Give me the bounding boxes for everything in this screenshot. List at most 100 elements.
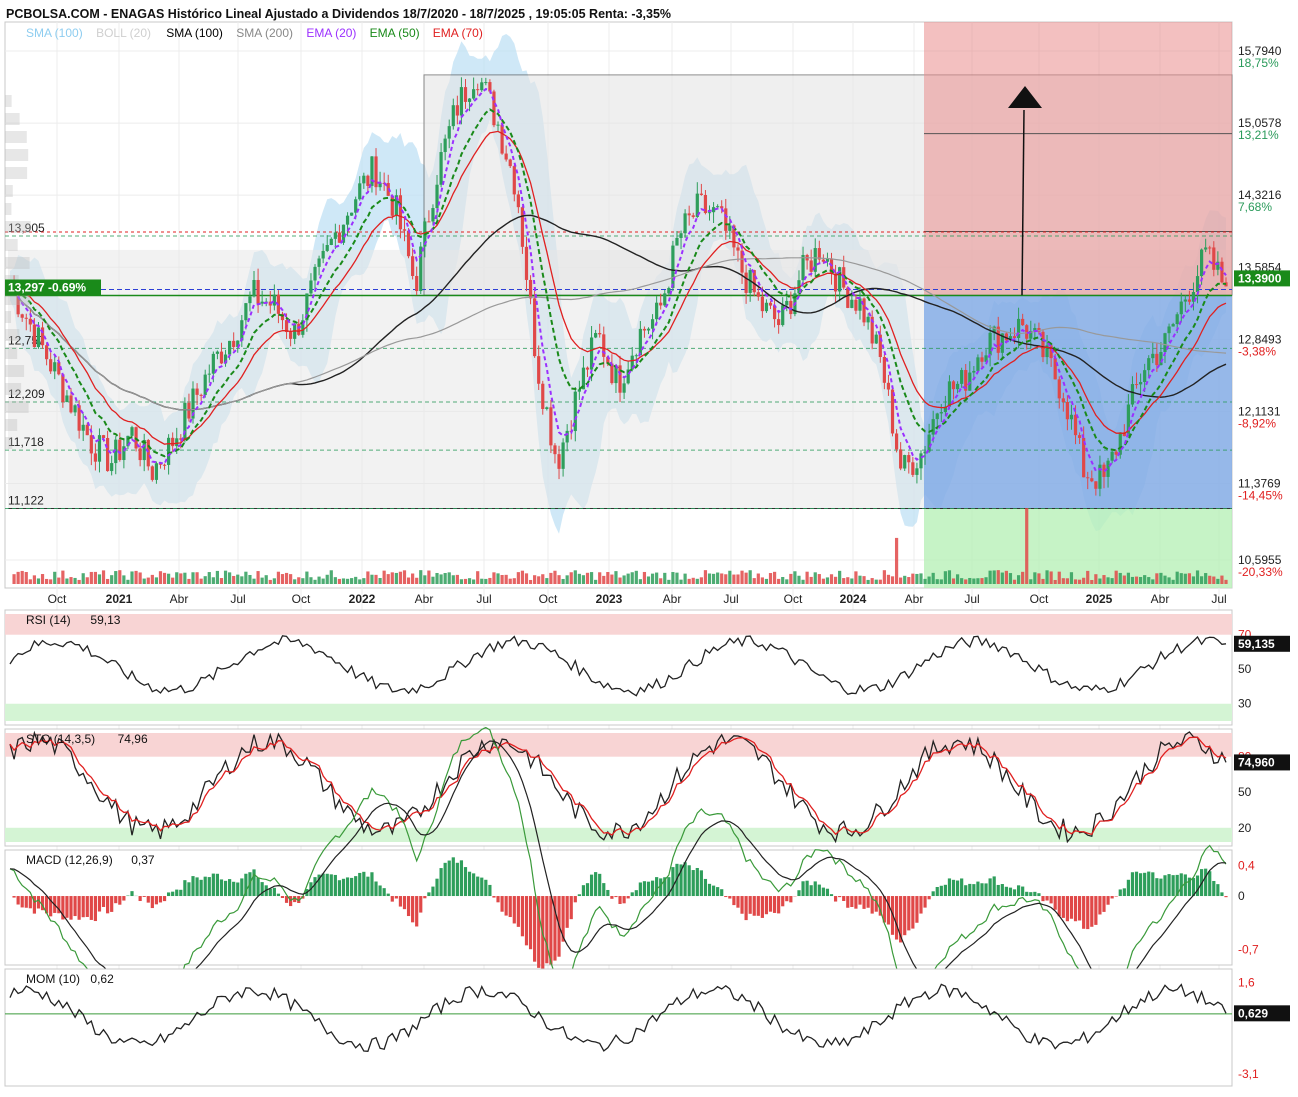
candle-body [956,384,959,389]
macd-histogram-bar [834,896,837,902]
candle-body [195,389,198,395]
volume-bar [175,572,178,584]
volume-bar [273,578,276,584]
volume-bar [200,579,203,584]
macd-histogram-bar [411,896,414,922]
volume-bar [736,574,739,584]
time-axis-label: Abr [1151,592,1170,606]
volume-bar [720,573,723,584]
macd-histogram-bar [923,896,926,908]
candle-body [594,333,597,337]
volume-bar [90,572,93,584]
volume-bar [1188,573,1191,584]
volume-bar [374,575,377,584]
candle-body [452,105,455,126]
volume-bar [468,578,471,584]
volume-bar [972,579,975,584]
rsi-badge-label: 59,135 [1238,637,1275,651]
macd-histogram-bar [228,879,231,896]
macd-histogram-bar [586,883,589,896]
candle-body [952,381,955,389]
volume-bar [500,575,503,584]
candle-body [1196,276,1199,292]
volume-bar [1029,579,1032,584]
volume-bar [887,575,890,584]
volume-bar [740,571,743,584]
candle-body [769,303,772,306]
candle-body [472,89,475,98]
macd-histogram-bar [383,888,386,896]
volume-bar [1119,573,1122,584]
macd-histogram-bar [627,896,630,898]
macd-histogram-bar [964,885,967,896]
candle-body [256,280,259,304]
candle-body [350,213,353,216]
volume-bar [492,572,495,584]
volume-profile-bar [5,167,27,179]
macd-histogram-bar [545,896,548,963]
macd-histogram-bar [476,877,479,896]
volume-bar [521,571,524,584]
candle-body [675,238,678,246]
macd-histogram-bar [281,896,284,898]
volume-bar [411,574,414,584]
volume-bar [37,578,40,584]
price-axis-percent: 18,75% [1238,56,1279,70]
macd-histogram-bar [602,883,605,896]
macd-histogram-bar [1119,889,1122,896]
volume-bar [582,575,585,584]
volume-bar [1013,580,1016,584]
volume-bar [895,538,898,584]
candle-body [903,455,906,468]
macd-histogram-bar [456,863,459,896]
volume-bar [590,572,593,584]
volume-bar [1155,573,1158,584]
volume-bar [399,572,402,584]
volume-bar [358,579,361,584]
candle-body [647,329,650,331]
volume-bar [871,578,874,584]
panel-level-label: 20 [1238,821,1252,835]
volume-bar [334,577,337,584]
macd-histogram-bar [151,896,154,908]
volume-bar [627,574,630,584]
time-axis-label: Oct [784,592,803,606]
volume-bar [907,577,910,584]
candle-body [1208,247,1211,248]
macd-histogram-bar [1017,885,1020,896]
volume-bar [728,571,731,584]
macd-histogram-bar [212,874,215,896]
candle-body [513,166,516,194]
macd-histogram-bar [1074,896,1077,921]
volume-bar [1054,580,1057,584]
volume-bar [574,570,577,584]
volume-bar [952,578,955,584]
candle-body [411,256,414,276]
candle-body [1070,415,1073,419]
candle-body [1200,250,1203,277]
volume-bar [883,570,886,584]
macd-histogram-bar [761,896,764,918]
volume-bar [1184,574,1187,584]
volume-bar [1192,576,1195,584]
candle-body [1151,354,1154,358]
macd-histogram-bar [989,878,992,896]
candle-body [586,368,589,370]
candle-body [322,251,325,259]
volume-bar [415,578,418,584]
volume-bar [696,579,699,584]
volume-bar [228,572,231,584]
candle-body [700,194,703,195]
candle-body [212,354,215,374]
volume-bar [1204,573,1207,584]
volume-bar [220,578,223,584]
volume-bar [309,577,312,584]
macd-histogram-bar [968,884,971,896]
volume-bar [704,570,707,584]
volume-bar [191,572,194,584]
candle-body [1131,384,1134,404]
sto-label: STO (14,3,5) [26,732,95,746]
volume-bar [716,573,719,584]
macd-histogram-bar [1111,896,1114,898]
